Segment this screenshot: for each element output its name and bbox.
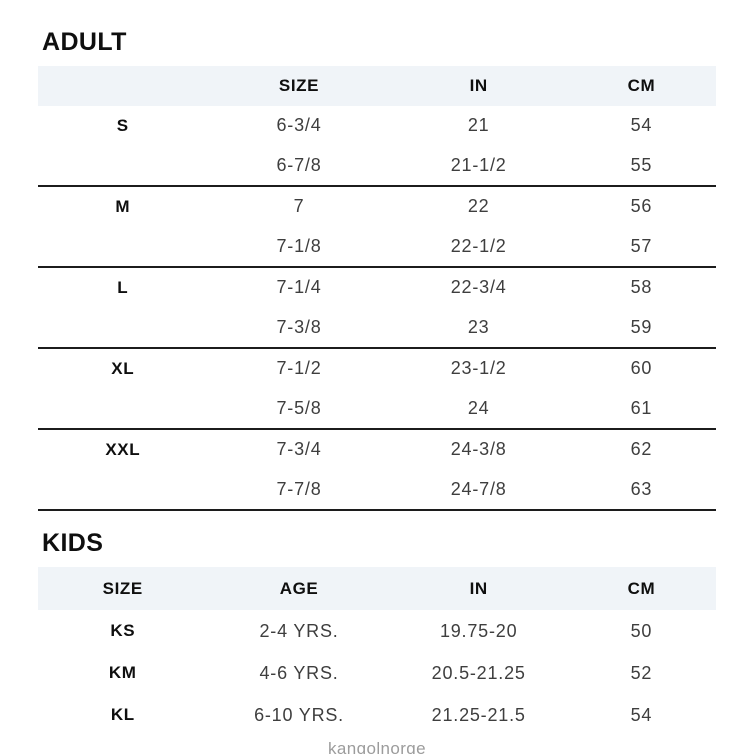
table-row: M 7 22 56 <box>38 186 716 227</box>
hat-size-cell: 7-3/8 <box>207 307 391 349</box>
inches-cell: 24-7/8 <box>390 469 567 511</box>
adult-header-blank <box>38 66 208 106</box>
adult-size-table: SIZE IN CM S 6-3/4 21 54 6-7/8 21-1/2 55… <box>38 66 716 511</box>
kids-header-in: IN <box>390 567 567 610</box>
cm-cell: 56 <box>630 196 653 217</box>
size-group-label-empty <box>38 307 208 349</box>
kids-size-table: SIZE AGE IN CM KS 2-4 YRS. 19.75-20 50 K… <box>38 567 716 736</box>
adult-header-in: IN <box>390 66 567 106</box>
kids-header-age: AGE <box>207 567 391 610</box>
kids-size-cell: KL <box>110 705 135 724</box>
hat-size-cell: 7 <box>293 196 305 217</box>
cm-cell: 54 <box>630 704 653 725</box>
size-group-label-empty <box>38 469 208 511</box>
inches-cell: 21.25-21.5 <box>431 704 526 725</box>
cm-cell: 54 <box>630 115 653 136</box>
size-group-label-empty <box>38 388 208 430</box>
inches-cell: 23 <box>390 307 567 349</box>
inches-cell: 22-1/2 <box>390 226 567 268</box>
size-group-label: XL <box>111 358 135 378</box>
table-row: 6-7/8 21-1/2 55 <box>38 145 716 187</box>
cm-cell: 55 <box>566 145 716 187</box>
kids-section-title: KIDS <box>42 529 104 557</box>
hat-size-cell: 7-5/8 <box>207 388 391 430</box>
inches-cell: 22 <box>467 196 490 217</box>
size-group-label: M <box>115 196 131 216</box>
inches-cell: 21 <box>467 115 490 136</box>
inches-cell: 19.75-20 <box>439 620 518 641</box>
table-row: KM 4-6 YRS. 20.5-21.25 52 <box>38 652 716 694</box>
adult-header-size: SIZE <box>207 66 391 106</box>
inches-cell: 21-1/2 <box>390 145 567 187</box>
inches-cell: 20.5-21.25 <box>431 662 526 683</box>
hat-size-cell: 7-3/4 <box>276 439 322 460</box>
table-row: XL 7-1/2 23-1/2 60 <box>38 348 716 389</box>
cm-cell: 52 <box>630 662 653 683</box>
inches-cell: 24-3/8 <box>450 439 507 460</box>
cm-cell: 58 <box>630 277 653 298</box>
cm-cell: 60 <box>630 358 653 379</box>
table-row: 7-7/8 24-7/8 63 <box>38 469 716 511</box>
kids-size-cell: KM <box>108 663 137 682</box>
age-cell: 4-6 YRS. <box>259 662 339 683</box>
inches-cell: 23-1/2 <box>450 358 507 379</box>
inches-cell: 24 <box>390 388 567 430</box>
cm-cell: 50 <box>630 620 653 641</box>
kids-size-cell: KS <box>110 621 136 640</box>
size-group-label: L <box>117 277 129 297</box>
inches-cell: 22-3/4 <box>450 277 507 298</box>
table-row: S 6-3/4 21 54 <box>38 106 716 146</box>
table-row: XXL 7-3/4 24-3/8 62 <box>38 429 716 470</box>
hat-size-cell: 7-1/4 <box>276 277 322 298</box>
hat-size-cell: 7-1/8 <box>207 226 391 268</box>
adult-header-cm: CM <box>566 66 716 106</box>
cm-cell: 61 <box>566 388 716 430</box>
cm-cell: 63 <box>566 469 716 511</box>
adult-section-title: ADULT <box>42 28 127 56</box>
size-group-label: XXL <box>105 439 141 459</box>
age-cell: 2-4 YRS. <box>259 620 339 641</box>
size-group-label-empty <box>38 226 208 268</box>
table-row: KS 2-4 YRS. 19.75-20 50 <box>38 610 716 652</box>
kids-header-row: SIZE AGE IN CM <box>38 567 716 610</box>
table-row: KL 6-10 YRS. 21.25-21.5 54 <box>38 694 716 736</box>
hat-size-cell: 6-7/8 <box>207 145 391 187</box>
hat-size-cell: 7-7/8 <box>207 469 391 511</box>
age-cell: 6-10 YRS. <box>254 704 344 725</box>
cm-cell: 57 <box>566 226 716 268</box>
table-row: 7-5/8 24 61 <box>38 388 716 430</box>
table-row: L 7-1/4 22-3/4 58 <box>38 267 716 308</box>
hat-size-cell: 7-1/2 <box>276 358 322 379</box>
table-row: 7-1/8 22-1/2 57 <box>38 226 716 268</box>
cm-cell: 59 <box>566 307 716 349</box>
size-group-label-empty <box>38 145 208 187</box>
hat-size-cell: 6-3/4 <box>276 115 322 136</box>
kids-header-cm: CM <box>566 567 716 610</box>
adult-header-row: SIZE IN CM <box>38 66 716 106</box>
size-group-label: S <box>116 115 129 135</box>
brand-watermark: kangolnorge <box>328 739 426 754</box>
kids-header-size: SIZE <box>38 567 208 610</box>
table-row: 7-3/8 23 59 <box>38 307 716 349</box>
cm-cell: 62 <box>630 439 653 460</box>
